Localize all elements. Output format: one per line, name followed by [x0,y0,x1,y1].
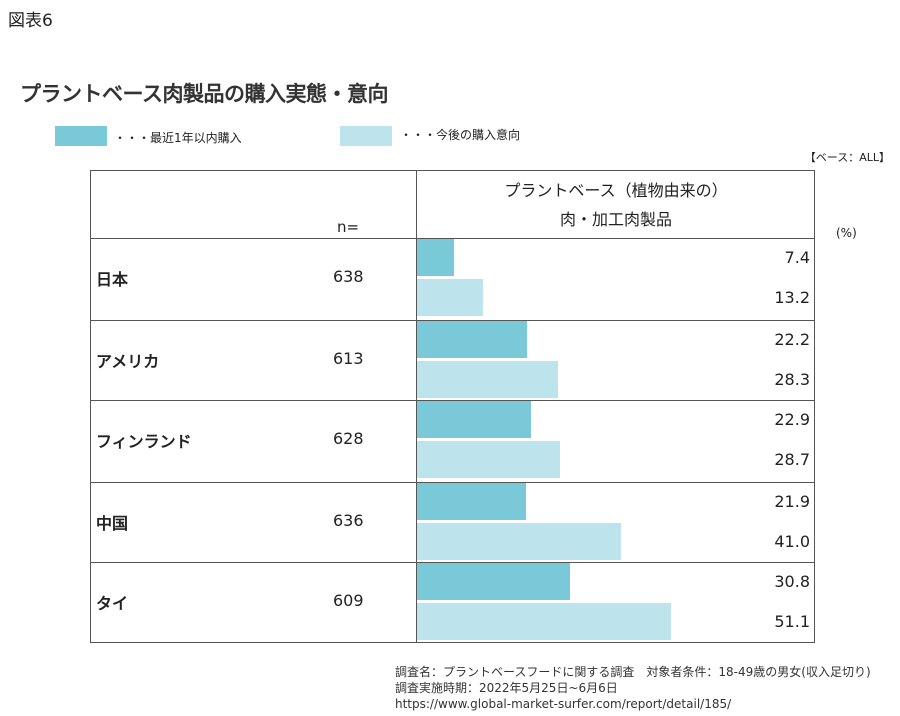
country-label: 中国 [96,514,129,533]
bar-intent [417,603,671,640]
legend-label-intent: ・・・今後の購入意向 [400,128,521,142]
bar-intent [417,279,483,316]
footer-period: 調査実施時期：2022年5月25日~6月6日 [395,681,618,695]
value-label: 13.2 [774,288,810,307]
country-label: アメリカ [96,352,160,371]
value-label: 28.7 [774,450,810,469]
bar-recent [417,321,528,358]
country-label: 日本 [96,270,129,289]
bar-intent [417,361,558,398]
bar-recent [417,483,526,520]
sample-size: 636 [333,511,364,530]
sample-size: 613 [333,349,364,368]
value-label: 22.2 [774,330,810,349]
bar-recent [417,239,454,276]
divider [416,170,417,643]
sample-size: 638 [333,267,364,286]
chart-table [90,170,815,643]
bar-recent [417,563,571,600]
column-header-line2: 肉・加工肉製品 [559,210,672,229]
row-divider [90,482,815,483]
value-label: 7.4 [784,248,810,267]
row-divider [90,320,815,321]
footer-url[interactable]: https://www.global-market-surfer.com/rep… [395,697,732,711]
sample-size: 609 [333,591,364,610]
legend-label-recent: ・・・最近1年以内購入 [114,131,242,145]
value-label: 22.9 [774,410,810,429]
figure-label: 図表6 [8,11,53,31]
value-label: 30.8 [774,572,810,591]
footer-notes: 調査名：プラントベースフードに関する調査 対象者条件：18-49歳の男女(収入足… [395,664,871,712]
sample-size: 628 [333,429,364,448]
value-label: 51.1 [774,612,810,631]
bar-intent [417,523,621,560]
row-divider [90,238,815,239]
footer-survey: 調査名：プラントベースフードに関する調査 対象者条件：18-49歳の男女(収入足… [395,665,871,679]
country-label: フィンランド [96,432,192,451]
value-label: 28.3 [774,370,810,389]
bar-intent [417,441,560,478]
column-header-line1: プラントベース（植物由来の） [504,181,728,200]
chart-title: プラントベース肉製品の購入実態・意向 [20,82,388,106]
value-label: 21.9 [774,492,810,511]
value-label: 41.0 [774,532,810,551]
legend-swatch-recent [55,126,107,146]
legend-swatch-intent [340,126,392,146]
bar-recent [417,401,531,438]
n-header: n= [337,218,360,236]
country-label: タイ [96,594,129,613]
row-divider [90,562,815,563]
unit-label: (%) [836,226,857,240]
row-divider [90,400,815,401]
base-note: 【ベース：ALL】 [804,151,890,164]
